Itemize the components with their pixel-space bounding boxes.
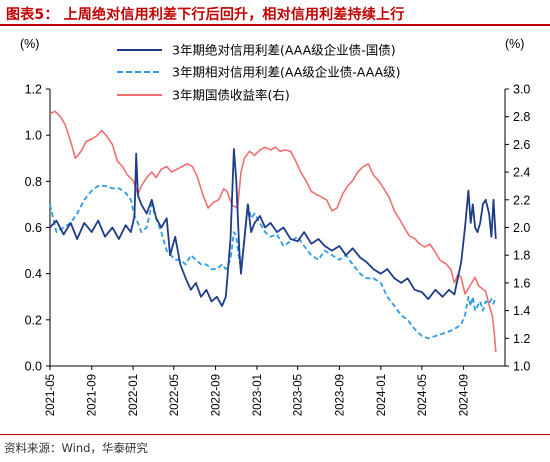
x-tick-label: 2022-09: [211, 374, 223, 416]
right-tick-label: 1.0: [513, 360, 530, 374]
left-tick-label: 0.2: [25, 313, 42, 327]
x-tick-label: 2024-09: [459, 374, 471, 416]
x-tick-label: 2023-01: [252, 374, 264, 416]
right-axis-unit: (%): [505, 37, 524, 51]
series-line-3: [49, 110, 497, 353]
right-tick-label: 1.4: [513, 304, 530, 318]
x-tick-label: 2023-05: [293, 374, 305, 416]
chart-title: 图表5： 上周绝对信用利差下行后回升，相对信用利差持续上行: [6, 7, 405, 23]
series-layer: [49, 110, 497, 353]
x-tick-label: 2023-09: [334, 374, 346, 416]
right-tick-label: 2.4: [513, 166, 530, 180]
right-tick-label: 2.6: [513, 138, 530, 152]
left-tick-label: 0.6: [25, 221, 42, 235]
footer-rule: [0, 434, 550, 435]
source-note: 资料来源：Wind，华泰研究: [4, 441, 148, 455]
legend-label-3: 3年期国债收益率(右): [172, 88, 290, 103]
right-tick-label: 2.8: [513, 110, 530, 124]
chart-canvas: (%) (%) 0.0 0.2 0.4 0.6 0.8 1.0 1.2 1.0 1.2 1.4 1.…: [20, 37, 531, 417]
legend-label-1: 3年期绝对信用利差(AAA级企业债-国债): [172, 43, 396, 58]
left-tick-label: 0.8: [25, 175, 42, 189]
left-tick-label: 0.4: [25, 267, 42, 281]
legend: 3年期绝对信用利差(AAA级企业债-国债) 3年期相对信用利差(AA级企业债-AA…: [117, 43, 401, 103]
title-rule: [0, 24, 550, 26]
x-tick-label: 2021-09: [87, 374, 99, 416]
left-tick-label: 0.0: [25, 360, 42, 374]
series-line-2: [49, 185, 497, 340]
x-tick-label: 2024-01: [376, 374, 388, 416]
right-tick-label: 2.2: [513, 193, 530, 207]
legend-label-2: 3年期相对信用利差(AA级企业债-AAA级): [172, 65, 401, 80]
series-line-1: [49, 148, 497, 307]
x-tick-label: 2024-05: [417, 374, 429, 416]
left-tick-label: 1.0: [25, 129, 42, 143]
right-tick-label: 2.0: [513, 221, 530, 235]
x-tick-label: 2021-05: [45, 374, 57, 416]
right-tick-label: 1.6: [513, 276, 530, 290]
right-tick-label: 1.2: [513, 332, 530, 346]
right-tick-label: 1.8: [513, 249, 530, 263]
left-axis-unit: (%): [20, 37, 39, 51]
x-tick-label: 2022-05: [169, 374, 181, 416]
left-tick-label: 1.2: [25, 83, 42, 97]
x-tick-label: 2022-01: [128, 374, 140, 416]
axes: 0.0 0.2 0.4 0.6 0.8 1.0 1.2 1.0 1.2 1.4 1.6 1.8 2.0 2…: [25, 83, 531, 417]
right-tick-label: 3.0: [513, 83, 530, 97]
